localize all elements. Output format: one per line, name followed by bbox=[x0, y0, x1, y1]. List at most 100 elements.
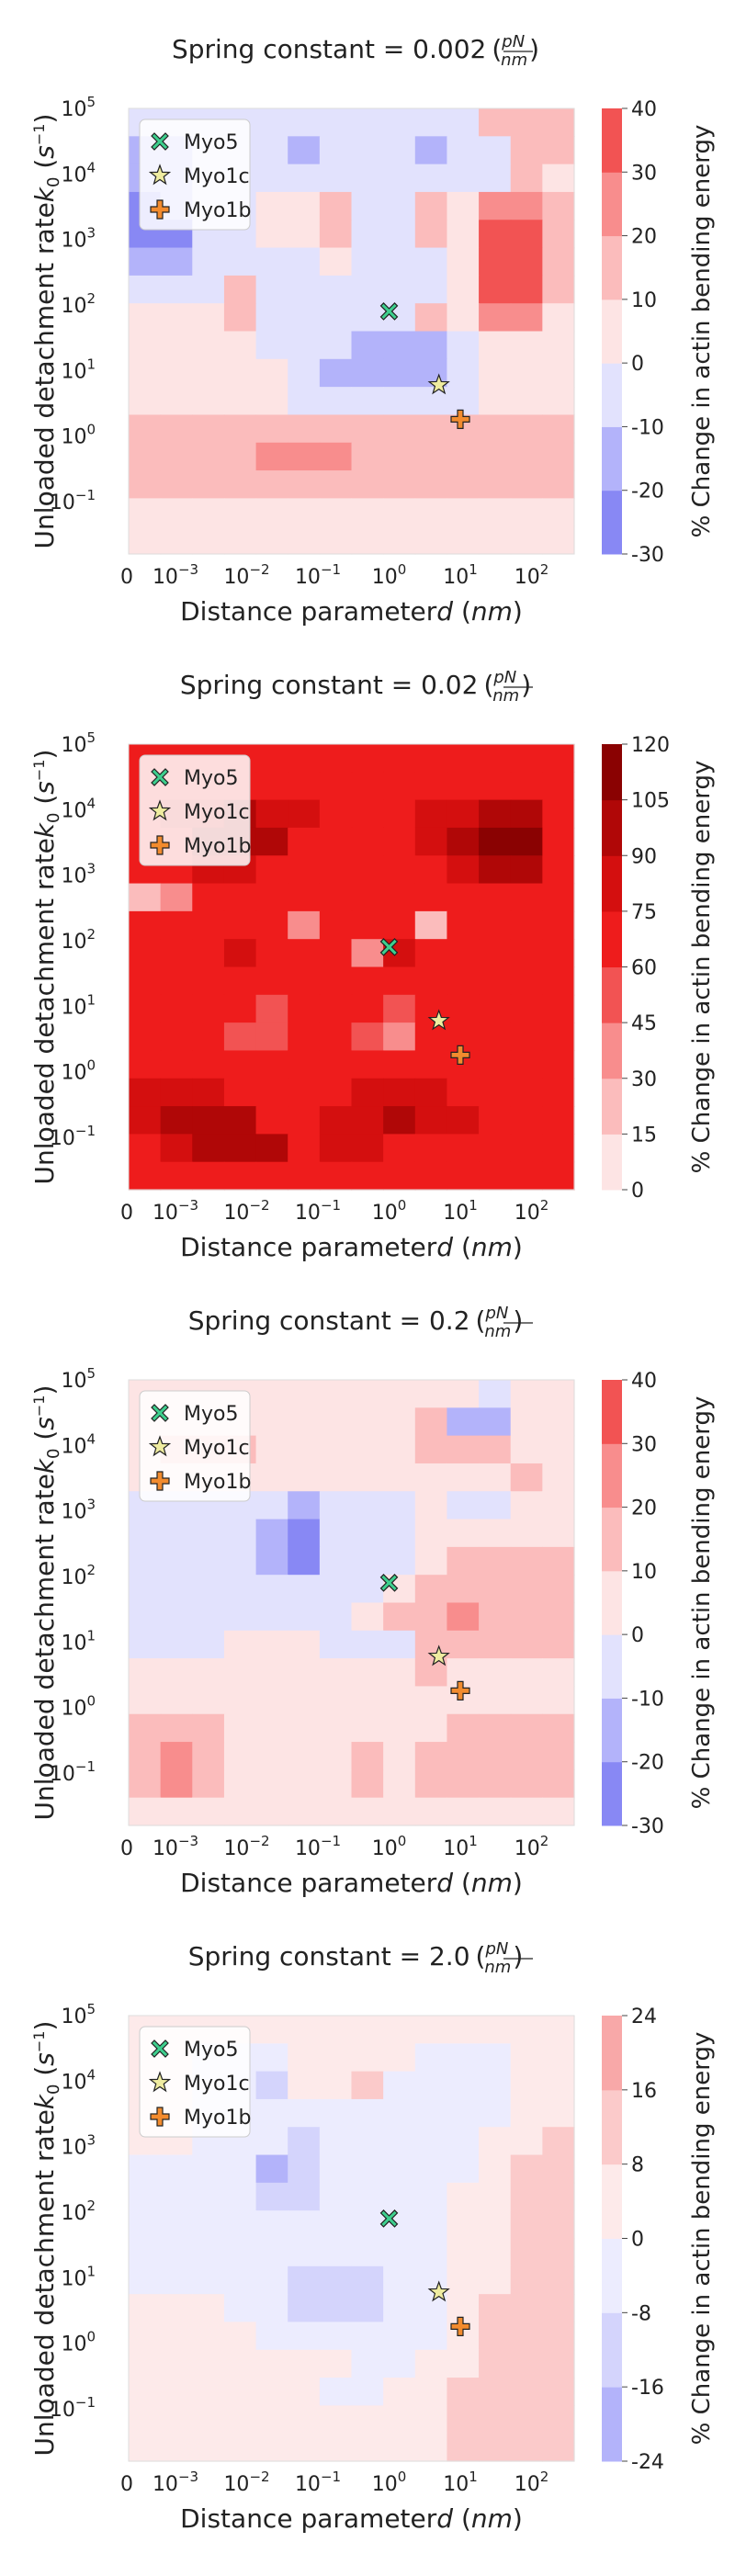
contour-cell bbox=[160, 1742, 193, 1770]
contour-cell bbox=[351, 498, 384, 527]
plot-frame bbox=[128, 2015, 575, 2462]
contour-cell bbox=[351, 1519, 384, 1548]
contour-cell bbox=[542, 1630, 575, 1659]
contour-cell bbox=[351, 331, 384, 360]
contour-cell bbox=[192, 1519, 225, 1548]
contour-cell bbox=[319, 2043, 353, 2073]
contour-cell bbox=[192, 1742, 225, 1770]
contour-cell bbox=[447, 2127, 480, 2156]
contour-cell bbox=[479, 855, 512, 885]
marker-x-shape bbox=[379, 1574, 399, 1592]
contour-cell bbox=[319, 910, 353, 940]
contour-cell bbox=[479, 1050, 512, 1079]
contour-cell bbox=[447, 994, 480, 1023]
contour-cell bbox=[510, 358, 543, 388]
contour-cell bbox=[542, 744, 575, 773]
x-tick-label: 10−2 bbox=[223, 1197, 269, 1225]
contour-cell bbox=[288, 108, 321, 137]
contour-cell bbox=[223, 2433, 257, 2462]
contour-cell bbox=[414, 2154, 448, 2184]
contour-cell bbox=[351, 994, 384, 1023]
contour-cell bbox=[319, 883, 353, 912]
contour-cell bbox=[288, 358, 321, 388]
contour-cell bbox=[447, 1519, 480, 1548]
chart-panel-1: Spring constant = 0.002 (pN nm) 0 10−3 10−2 10… bbox=[29, 32, 716, 627]
contour-cell bbox=[288, 2433, 321, 2462]
contour-cell bbox=[129, 498, 162, 527]
contour-cell bbox=[319, 1769, 353, 1799]
contour-cell bbox=[447, 883, 480, 912]
contour-cell bbox=[542, 994, 575, 1023]
contour-cell bbox=[255, 2433, 288, 2462]
contour-cell bbox=[479, 772, 512, 801]
contour-cell bbox=[160, 2378, 193, 2406]
contour-cell bbox=[383, 2238, 416, 2267]
contour-cell bbox=[129, 2349, 162, 2378]
contour-cell bbox=[192, 2349, 225, 2378]
legend-swatch bbox=[151, 2039, 169, 2058]
contour-cell bbox=[479, 303, 512, 333]
contour-cell bbox=[414, 1742, 448, 1770]
contour-cell bbox=[414, 1161, 448, 1191]
contour-cell bbox=[510, 827, 543, 856]
contour-cell bbox=[319, 2322, 353, 2351]
colorbar-tick-label: -10 bbox=[631, 416, 664, 439]
contour-cell bbox=[192, 1658, 225, 1688]
contour-cell bbox=[510, 2154, 543, 2184]
contour-cell bbox=[129, 2294, 162, 2323]
y-tick-label: 10−1 bbox=[50, 1123, 96, 1150]
contour-cell bbox=[479, 2182, 512, 2211]
colorbar-band bbox=[602, 235, 622, 300]
contour-cell bbox=[255, 164, 288, 193]
contour-cell bbox=[129, 1575, 162, 1604]
y-axis-label: Unloaded detachment ratek0 (s−1) bbox=[29, 750, 63, 1185]
contour-cell bbox=[542, 1380, 575, 1408]
y-tick-label: 100 bbox=[61, 2329, 96, 2356]
legend-swatch bbox=[151, 1404, 169, 1422]
contour-cell bbox=[414, 191, 448, 220]
contour-cell bbox=[479, 331, 512, 360]
contour-cell bbox=[192, 1161, 225, 1191]
colorbar-band bbox=[602, 799, 622, 856]
contour-cell bbox=[160, 883, 193, 912]
contour-cell bbox=[319, 2016, 353, 2044]
contour-cell bbox=[447, 108, 480, 137]
contour-cell bbox=[288, 1686, 321, 1715]
contour-cell bbox=[510, 1491, 543, 1520]
contour-cell bbox=[255, 2127, 288, 2156]
colorbar-band bbox=[602, 1380, 622, 1444]
contour-cell bbox=[510, 1435, 543, 1464]
contour-cell bbox=[479, 1602, 512, 1632]
contour-cell bbox=[510, 442, 543, 471]
contour-cell bbox=[351, 2127, 384, 2156]
contour-cell bbox=[414, 331, 448, 360]
contour-cell bbox=[383, 1797, 416, 1826]
contour-cell bbox=[223, 1686, 257, 1715]
marker-star-shape bbox=[427, 1644, 450, 1666]
colorbar-band bbox=[602, 1134, 622, 1191]
contour-cell bbox=[447, 2154, 480, 2184]
contour-cell bbox=[319, 2071, 353, 2100]
colorbar-label: % Change in actin bending energy bbox=[688, 2032, 716, 2446]
contour-cell bbox=[542, 1742, 575, 1770]
contour-cell bbox=[255, 442, 288, 471]
contour-cell bbox=[479, 191, 512, 220]
colorbar: -30 -20 -10 0 10 20 30 40 % Change in actin bend… bbox=[602, 1370, 716, 1838]
marker-plus-shape bbox=[450, 2316, 470, 2336]
colorbar-tick-label: 90 bbox=[631, 845, 657, 868]
contour-cell bbox=[129, 303, 162, 333]
contour-cell bbox=[192, 966, 225, 996]
contour-cell bbox=[542, 2378, 575, 2406]
contour-cell bbox=[319, 799, 353, 829]
contour-cell bbox=[479, 164, 512, 193]
contour-cell bbox=[319, 442, 353, 471]
x-tick-label: 100 bbox=[372, 561, 407, 589]
contour-cell bbox=[447, 966, 480, 996]
x-tick-label: 102 bbox=[514, 561, 549, 589]
contour-cell bbox=[319, 1686, 353, 1715]
chart-panel-3: Spring constant = 0.2 (pN nm) 0 10−3 10−2 10−1… bbox=[29, 1304, 716, 1898]
contour-cell bbox=[447, 2043, 480, 2073]
contour-cell bbox=[160, 910, 193, 940]
contour-cell bbox=[447, 136, 480, 165]
title-unit-denominator: nm bbox=[492, 686, 519, 706]
